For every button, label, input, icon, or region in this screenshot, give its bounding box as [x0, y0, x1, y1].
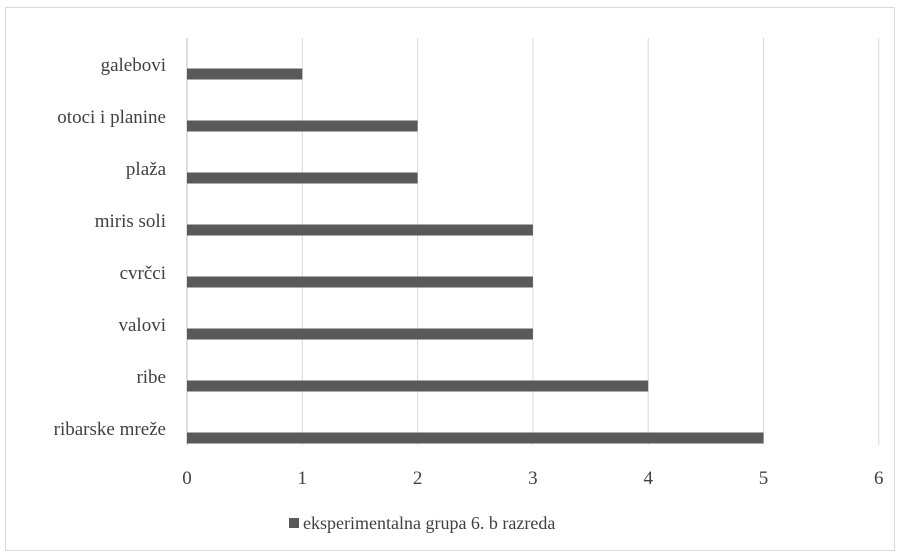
bar	[187, 172, 418, 184]
category-label: plaža	[126, 159, 167, 180]
grid-lines	[186, 38, 880, 445]
bars	[187, 68, 764, 444]
category-label: galebovi	[101, 55, 166, 76]
category-label: ribe	[136, 367, 166, 388]
category-label: miris soli	[95, 211, 166, 232]
bar	[187, 120, 418, 132]
legend-swatch	[289, 518, 299, 528]
bar	[187, 276, 533, 288]
x-tick-label: 3	[528, 468, 538, 489]
x-tick-labels: 0 1 2 3 4 5 6	[182, 468, 883, 489]
bar	[187, 328, 533, 340]
x-tick-label: 2	[413, 468, 423, 489]
x-tick-label: 6	[874, 468, 884, 489]
x-tick-label: 0	[182, 468, 192, 489]
bar	[187, 432, 764, 444]
bar	[187, 380, 649, 392]
bar	[187, 68, 303, 80]
x-tick-label: 4	[643, 468, 653, 489]
category-label: otoci i planine	[57, 107, 166, 128]
category-label: valovi	[119, 315, 167, 336]
legend-label: eksperimentalna grupa 6. b razreda	[303, 513, 555, 533]
category-label: cvrčci	[120, 263, 166, 284]
x-tick-label: 1	[298, 468, 308, 489]
bar	[187, 224, 533, 236]
legend: eksperimentalna grupa 6. b razreda	[289, 513, 555, 533]
category-labels: galebovi otoci i planine plaža miris soli cv…	[54, 55, 167, 440]
category-label: ribarske mreže	[54, 419, 166, 440]
x-tick-label: 5	[759, 468, 769, 489]
